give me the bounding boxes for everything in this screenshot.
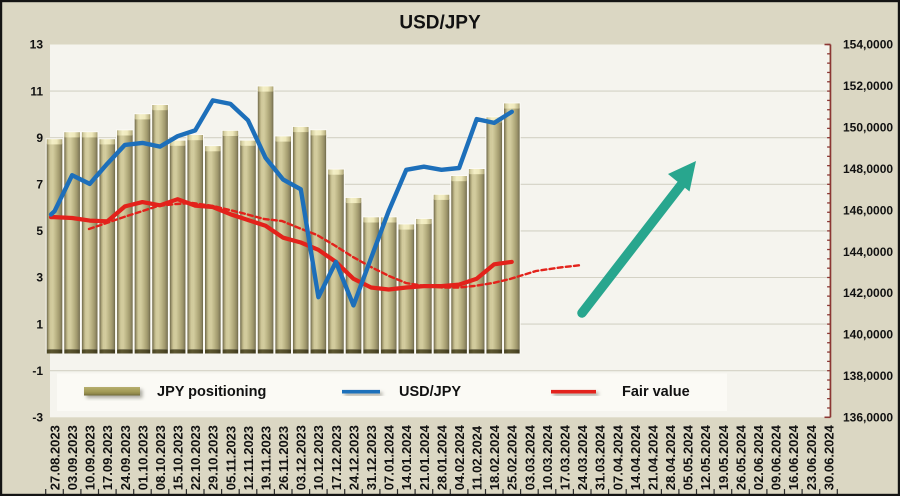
svg-text:02.06.2024: 02.06.2024 — [751, 424, 766, 490]
svg-text:USD/JPY: USD/JPY — [399, 384, 461, 400]
svg-text:30.06.2024: 30.06.2024 — [821, 424, 836, 490]
svg-text:03.09.2023: 03.09.2023 — [65, 425, 80, 490]
svg-text:24.09.2023: 24.09.2023 — [118, 425, 133, 490]
svg-text:10.09.2023: 10.09.2023 — [83, 425, 98, 490]
svg-text:1: 1 — [36, 317, 43, 331]
svg-text:09.06.2024: 09.06.2024 — [769, 424, 784, 490]
svg-text:08.10.2023: 08.10.2023 — [153, 425, 168, 490]
svg-text:12.11.2023: 12.11.2023 — [241, 426, 256, 490]
svg-text:31.03.2024: 31.03.2024 — [593, 424, 608, 490]
svg-text:21.04.2024: 21.04.2024 — [646, 424, 661, 490]
svg-text:25.02.2024: 25.02.2024 — [505, 424, 520, 490]
svg-text:11.02.2024: 11.02.2024 — [470, 425, 485, 490]
svg-text:9: 9 — [36, 131, 43, 145]
svg-text:17.09.2023: 17.09.2023 — [100, 425, 115, 490]
svg-text:10.12.2023: 10.12.2023 — [311, 425, 326, 490]
svg-text:19.05.2024: 19.05.2024 — [716, 424, 731, 490]
svg-text:5: 5 — [36, 224, 43, 238]
svg-text:03.12.2023: 03.12.2023 — [294, 425, 309, 490]
svg-text:148,0000: 148,0000 — [843, 162, 893, 176]
svg-text:07.04.2024: 07.04.2024 — [610, 424, 625, 490]
svg-text:144,0000: 144,0000 — [843, 245, 893, 259]
svg-text:146,0000: 146,0000 — [843, 203, 893, 217]
svg-text:01.10.2023: 01.10.2023 — [135, 425, 150, 490]
svg-text:03.03.2024: 03.03.2024 — [522, 424, 537, 490]
svg-text:24.03.2024: 24.03.2024 — [575, 424, 590, 490]
svg-text:07.01.2024: 07.01.2024 — [382, 424, 397, 490]
svg-text:26.11.2023: 26.11.2023 — [276, 426, 291, 490]
svg-text:31.12.2023: 31.12.2023 — [364, 425, 379, 490]
svg-text:-3: -3 — [32, 411, 43, 425]
svg-text:04.02.2024: 04.02.2024 — [452, 424, 467, 490]
svg-text:142,0000: 142,0000 — [843, 286, 893, 300]
svg-text:22.10.2023: 22.10.2023 — [188, 425, 203, 490]
svg-text:136,0000: 136,0000 — [843, 411, 893, 425]
svg-text:140,0000: 140,0000 — [843, 328, 893, 342]
svg-text:11: 11 — [30, 84, 43, 98]
svg-text:19.11.2023: 19.11.2023 — [259, 426, 274, 490]
svg-text:USD/JPY: USD/JPY — [399, 13, 481, 34]
svg-text:29.10.2023: 29.10.2023 — [206, 425, 221, 490]
svg-text:Fair value: Fair value — [622, 384, 690, 400]
svg-text:18.02.2024: 18.02.2024 — [487, 424, 502, 490]
svg-text:05.05.2024: 05.05.2024 — [681, 424, 696, 490]
svg-text:3: 3 — [36, 271, 43, 285]
svg-text:14.04.2024: 14.04.2024 — [628, 424, 643, 490]
svg-text:JPY positioning: JPY positioning — [157, 384, 266, 400]
svg-text:13: 13 — [30, 38, 44, 52]
svg-text:28.04.2024: 28.04.2024 — [663, 424, 678, 490]
svg-text:16.06.2024: 16.06.2024 — [786, 424, 801, 490]
svg-text:26.05.2024: 26.05.2024 — [733, 424, 748, 490]
svg-text:28.01.2024: 28.01.2024 — [434, 424, 449, 490]
svg-text:152,0000: 152,0000 — [843, 79, 893, 93]
svg-text:150,0000: 150,0000 — [843, 121, 893, 135]
svg-text:138,0000: 138,0000 — [843, 369, 893, 383]
svg-text:05.11.2023: 05.11.2023 — [223, 426, 238, 490]
svg-text:17.12.2023: 17.12.2023 — [329, 425, 344, 490]
svg-text:-1: -1 — [32, 364, 43, 378]
svg-text:14.01.2024: 14.01.2024 — [399, 424, 414, 490]
svg-text:17.03.2024: 17.03.2024 — [558, 424, 573, 490]
svg-text:27.08.2023: 27.08.2023 — [47, 425, 62, 490]
svg-text:24.12.2023: 24.12.2023 — [346, 425, 361, 490]
svg-text:154,0000: 154,0000 — [843, 38, 893, 52]
svg-text:21.01.2024: 21.01.2024 — [417, 424, 432, 490]
svg-text:7: 7 — [36, 178, 43, 192]
svg-text:15.10.2023: 15.10.2023 — [171, 425, 186, 490]
svg-text:12.05.2024: 12.05.2024 — [698, 424, 713, 490]
svg-text:23.06.2024: 23.06.2024 — [804, 424, 819, 490]
svg-text:10.03.2024: 10.03.2024 — [540, 424, 555, 490]
